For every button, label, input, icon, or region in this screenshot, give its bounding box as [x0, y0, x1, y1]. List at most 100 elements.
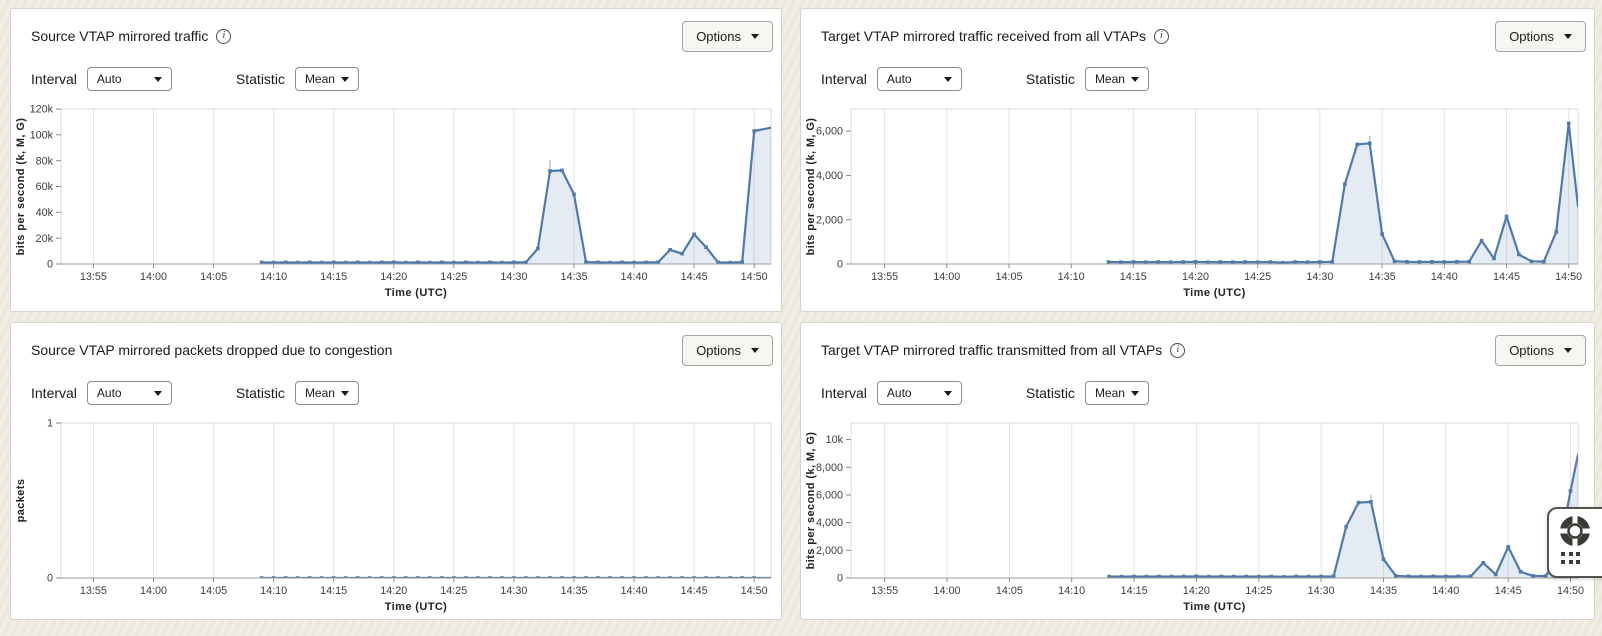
- info-icon[interactable]: i: [216, 28, 232, 44]
- interval-label: Interval: [31, 385, 77, 401]
- interval-value: Auto: [96, 72, 122, 86]
- statistic-value: Mean: [304, 386, 335, 400]
- interval-label: Interval: [821, 71, 867, 87]
- svg-text:13:55: 13:55: [871, 271, 898, 283]
- statistic-label: Statistic: [1025, 71, 1075, 87]
- support-button[interactable]: [1559, 515, 1591, 547]
- interval-select[interactable]: Auto: [86, 67, 172, 91]
- chevron-down-icon: [1564, 348, 1572, 353]
- options-button[interactable]: Options: [682, 335, 773, 366]
- svg-text:0: 0: [47, 259, 53, 271]
- svg-text:0: 0: [837, 573, 843, 585]
- svg-text:13:55: 13:55: [871, 585, 898, 597]
- svg-text:14:15: 14:15: [1120, 271, 1147, 283]
- svg-text:14:25: 14:25: [1245, 585, 1272, 597]
- chart-controls: Interval Auto Statistic Mean: [11, 52, 781, 91]
- chevron-down-icon: [153, 390, 162, 396]
- svg-text:14:50: 14:50: [741, 271, 768, 283]
- svg-text:bits per second (k, M, G): bits per second (k, M, G): [805, 432, 817, 570]
- metric-panel-source-traffic: Source VTAP mirrored traffic i Options I…: [10, 8, 782, 312]
- svg-text:2,000: 2,000: [816, 214, 843, 226]
- interval-select[interactable]: Auto: [86, 381, 172, 405]
- svg-text:Time (UTC): Time (UTC): [385, 287, 447, 299]
- chart-controls: Interval Auto Statistic Mean: [801, 366, 1594, 405]
- svg-text:packets: packets: [15, 479, 27, 523]
- info-icon[interactable]: i: [1153, 28, 1169, 44]
- svg-text:4,000: 4,000: [816, 170, 843, 182]
- options-button-label: Options: [696, 343, 741, 358]
- svg-text:60k: 60k: [36, 181, 54, 193]
- svg-text:14:10: 14:10: [1058, 585, 1085, 597]
- chevron-down-icon: [340, 76, 349, 82]
- svg-text:14:15: 14:15: [320, 585, 347, 597]
- apps-grid-button[interactable]: [1559, 552, 1580, 564]
- chevron-down-icon: [1130, 390, 1139, 396]
- interval-label: Interval: [821, 385, 867, 401]
- interval-select[interactable]: Auto: [876, 67, 962, 91]
- svg-text:14:20: 14:20: [1182, 271, 1209, 283]
- panel-header: Target VTAP mirrored traffic received fr…: [801, 9, 1594, 52]
- svg-text:14:25: 14:25: [440, 585, 467, 597]
- svg-text:14:30: 14:30: [500, 585, 527, 597]
- svg-text:6,000: 6,000: [816, 126, 843, 138]
- apps-grid-icon: [1561, 552, 1580, 564]
- svg-text:8,000: 8,000: [816, 462, 843, 474]
- svg-text:14:30: 14:30: [1308, 585, 1335, 597]
- info-icon[interactable]: i: [1170, 342, 1186, 358]
- svg-text:bits per second (k, M, G): bits per second (k, M, G): [15, 118, 27, 256]
- metric-panel-target-transmitted: Target VTAP mirrored traffic transmitted…: [800, 322, 1595, 620]
- svg-text:14:50: 14:50: [1555, 271, 1582, 283]
- svg-text:14:10: 14:10: [260, 585, 287, 597]
- statistic-label: Statistic: [235, 385, 285, 401]
- svg-text:14:35: 14:35: [1370, 585, 1397, 597]
- options-button-label: Options: [1509, 29, 1554, 44]
- svg-text:14:25: 14:25: [440, 271, 467, 283]
- chevron-down-icon: [751, 34, 759, 39]
- chevron-down-icon: [943, 76, 952, 82]
- svg-text:14:40: 14:40: [620, 271, 647, 283]
- statistic-value: Mean: [1094, 72, 1125, 86]
- options-button[interactable]: Options: [682, 21, 773, 52]
- panel-header: Target VTAP mirrored traffic transmitted…: [801, 323, 1594, 366]
- svg-text:14:35: 14:35: [560, 271, 587, 283]
- line-chart-packets-dropped[interactable]: 0 1 13:55 14:00 14:05 14:10 14:15 14:20 14:25 14:…: [13, 417, 781, 613]
- statistic-select[interactable]: Mean: [1084, 381, 1149, 405]
- svg-text:14:45: 14:45: [1495, 585, 1522, 597]
- svg-text:14:35: 14:35: [560, 585, 587, 597]
- statistic-select[interactable]: Mean: [294, 381, 359, 405]
- svg-text:14:05: 14:05: [200, 271, 227, 283]
- line-chart-target-received[interactable]: 0 2,000 4,000 6,000 13:55 14:00 14:05 14:10 14:1…: [803, 103, 1588, 299]
- svg-text:0: 0: [837, 259, 843, 271]
- panel-header: Source VTAP mirrored traffic i Options: [11, 9, 781, 52]
- svg-text:14:05: 14:05: [996, 585, 1023, 597]
- svg-text:14:45: 14:45: [681, 271, 708, 283]
- chevron-down-icon: [943, 390, 952, 396]
- interval-value: Auto: [886, 386, 912, 400]
- svg-text:100k: 100k: [30, 129, 54, 141]
- svg-text:14:40: 14:40: [1431, 271, 1458, 283]
- statistic-select[interactable]: Mean: [294, 67, 359, 91]
- options-button[interactable]: Options: [1495, 21, 1586, 52]
- svg-text:13:55: 13:55: [80, 271, 107, 283]
- svg-text:14:45: 14:45: [1493, 271, 1520, 283]
- svg-text:14:05: 14:05: [995, 271, 1022, 283]
- svg-text:14:40: 14:40: [1432, 585, 1459, 597]
- svg-text:4,000: 4,000: [816, 517, 843, 529]
- svg-text:20k: 20k: [36, 233, 54, 245]
- svg-text:80k: 80k: [36, 155, 54, 167]
- svg-text:40k: 40k: [36, 207, 54, 219]
- chevron-down-icon: [340, 390, 349, 396]
- options-button[interactable]: Options: [1495, 335, 1586, 366]
- line-chart-source-traffic[interactable]: 0 20k 40k 60k 80k 100k 120k 13:55 14:00 14:05 14:1…: [13, 103, 781, 299]
- svg-text:120k: 120k: [30, 104, 54, 116]
- svg-text:14:40: 14:40: [620, 585, 647, 597]
- statistic-select[interactable]: Mean: [1084, 67, 1149, 91]
- svg-text:2,000: 2,000: [816, 545, 843, 557]
- options-button-label: Options: [1509, 343, 1554, 358]
- line-chart-target-transmitted[interactable]: 0 2,000 4,000 6,000 8,000 10k 13:55 14:00 14:05 1…: [803, 417, 1588, 613]
- interval-label: Interval: [31, 71, 77, 87]
- statistic-label: Statistic: [1025, 385, 1075, 401]
- svg-text:14:50: 14:50: [741, 585, 768, 597]
- statistic-label: Statistic: [235, 71, 285, 87]
- interval-select[interactable]: Auto: [876, 381, 962, 405]
